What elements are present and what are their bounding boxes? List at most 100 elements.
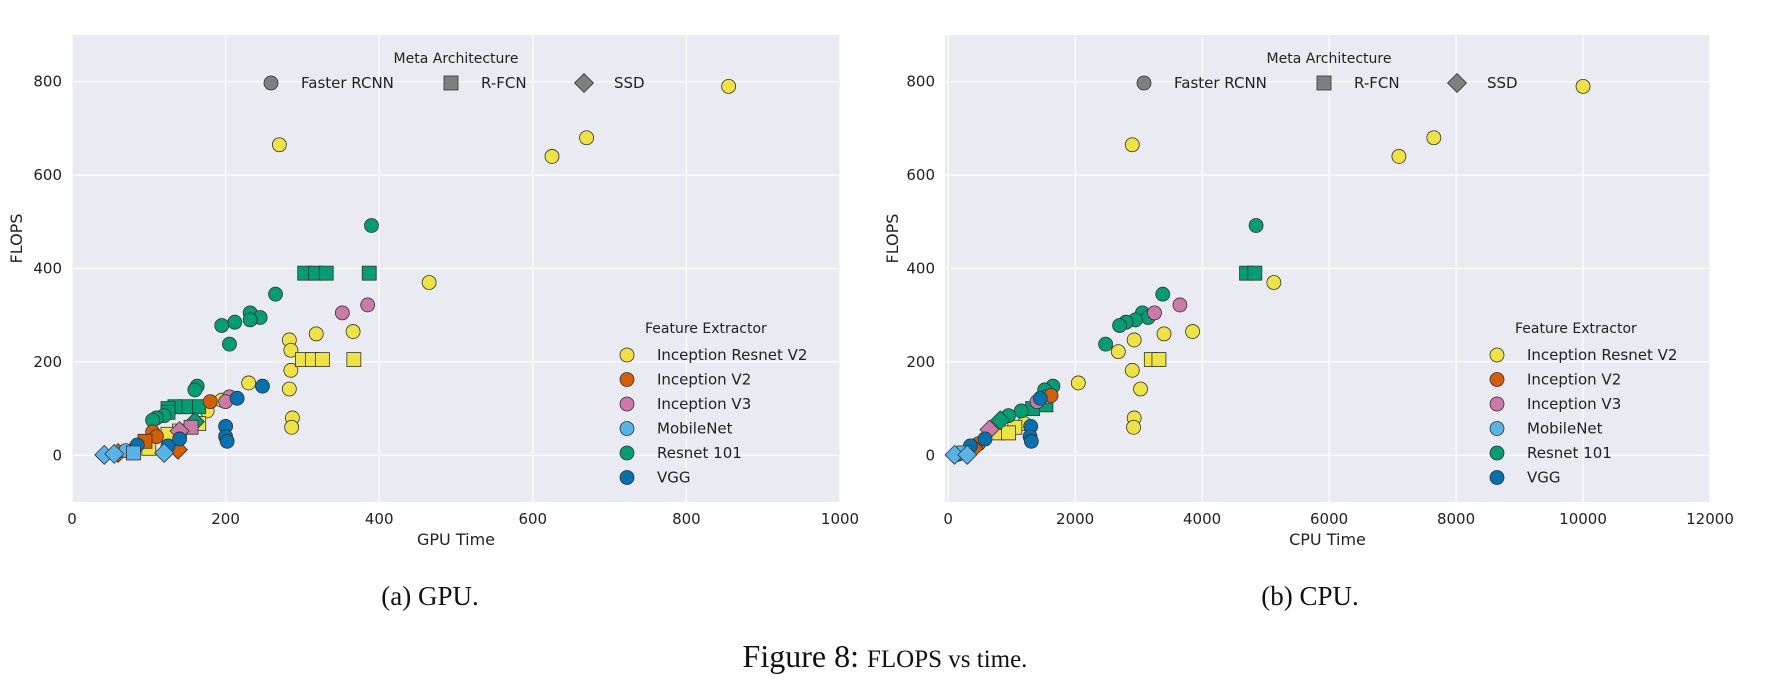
x-tick-label: 10000 bbox=[1559, 510, 1607, 528]
feature-legend-label: Inception Resnet V2 bbox=[657, 346, 807, 364]
x-tick-label: 8000 bbox=[1437, 510, 1475, 528]
x-tick-label: 6000 bbox=[1310, 510, 1348, 528]
x-tick-label: 800 bbox=[672, 510, 701, 528]
data-point bbox=[271, 137, 287, 153]
feature-legend-label: Inception Resnet V2 bbox=[1527, 346, 1677, 364]
subcaption-cpu: (b) CPU. bbox=[1261, 581, 1359, 611]
data-point bbox=[172, 431, 187, 447]
data-point bbox=[283, 362, 299, 378]
x-tick-label: 0 bbox=[943, 510, 953, 528]
data-points bbox=[94, 78, 737, 465]
y-tick-label: 0 bbox=[52, 446, 62, 464]
meta-legend-label: Faster RCNN bbox=[1174, 74, 1267, 92]
data-point bbox=[1126, 332, 1142, 348]
data-point bbox=[1147, 305, 1162, 321]
data-point bbox=[990, 410, 1011, 431]
x-tick-label: 4000 bbox=[1183, 510, 1221, 528]
data-point bbox=[721, 78, 737, 94]
y-tick-label: 0 bbox=[925, 446, 935, 464]
data-point bbox=[360, 297, 376, 313]
feature-legend-label: Inception V3 bbox=[1527, 395, 1621, 413]
meta-legend-marker bbox=[573, 72, 595, 94]
feature-legend-marker bbox=[619, 445, 635, 461]
data-point bbox=[1124, 137, 1140, 153]
data-point bbox=[242, 312, 258, 328]
meta-legend-marker bbox=[1446, 72, 1468, 94]
data-point bbox=[364, 218, 379, 233]
data-point bbox=[126, 445, 141, 461]
data-point bbox=[268, 286, 283, 302]
x-axis-label: GPU Time bbox=[417, 530, 495, 549]
data-point bbox=[318, 265, 334, 281]
y-tick-label: 400 bbox=[906, 260, 935, 278]
data-point bbox=[346, 352, 362, 367]
gpu-panel: 0 200 400 600 800 1000 0 200 400 600 800 GPU Time FL… bbox=[7, 35, 859, 549]
feature-legend-title: Feature Extractor bbox=[1515, 321, 1637, 337]
y-axis-label: FLOPS bbox=[883, 214, 902, 264]
data-point bbox=[361, 265, 377, 281]
feature-legend-label: MobileNet bbox=[657, 420, 733, 438]
data-point bbox=[1126, 419, 1141, 435]
data-point bbox=[1124, 362, 1140, 378]
x-tick-label: 12000 bbox=[1686, 510, 1734, 528]
subcaption-gpu: (a) GPU. bbox=[381, 581, 478, 611]
data-point bbox=[187, 382, 203, 398]
data-point bbox=[544, 149, 560, 164]
figure-caption-label: Figure 8: bbox=[743, 638, 859, 674]
data-point bbox=[1112, 318, 1127, 333]
feature-legend-label: Inception V2 bbox=[1527, 371, 1621, 389]
y-tick-label: 800 bbox=[33, 73, 62, 91]
data-point bbox=[1133, 381, 1148, 397]
data-points bbox=[944, 78, 1591, 465]
data-point bbox=[421, 275, 437, 290]
meta-legend-marker bbox=[1316, 75, 1332, 91]
data-point bbox=[104, 443, 125, 464]
meta-legend-label: SSD bbox=[614, 74, 645, 92]
feature-legend-label: Resnet 101 bbox=[657, 444, 742, 462]
data-point bbox=[1098, 336, 1114, 352]
meta-legend-label: Faster RCNN bbox=[301, 74, 394, 92]
feature-legend-marker bbox=[1489, 372, 1505, 387]
feature-legend-marker bbox=[619, 372, 635, 387]
x-tick-label: 600 bbox=[518, 510, 547, 528]
data-point bbox=[345, 324, 361, 339]
data-point bbox=[222, 336, 237, 352]
meta-legend-label: SSD bbox=[1487, 74, 1518, 92]
data-point bbox=[579, 130, 594, 146]
y-tick-label: 200 bbox=[33, 353, 62, 371]
meta-legend-label: R-FCN bbox=[1354, 74, 1400, 92]
data-point bbox=[1156, 326, 1172, 342]
data-point bbox=[1023, 433, 1039, 449]
feature-extractor-legend: Feature Extractor Inception Resnet V2 Ince… bbox=[619, 321, 807, 487]
data-point bbox=[1172, 297, 1188, 313]
feature-legend-marker bbox=[1489, 396, 1505, 412]
data-point bbox=[227, 314, 243, 330]
data-point bbox=[1575, 78, 1591, 94]
feature-legend-marker bbox=[1489, 470, 1505, 485]
data-point bbox=[1013, 403, 1029, 419]
x-tick-label: 400 bbox=[365, 510, 394, 528]
data-point bbox=[202, 394, 218, 409]
feature-legend-label: Inception V2 bbox=[657, 371, 751, 389]
data-point bbox=[308, 326, 324, 342]
data-point bbox=[214, 318, 230, 333]
figure-caption: Figure 8: FLOPS vs time. bbox=[743, 638, 1028, 674]
data-point bbox=[1155, 286, 1171, 302]
data-point bbox=[314, 352, 330, 367]
meta-legend-marker bbox=[443, 75, 459, 91]
feature-legend-marker bbox=[619, 421, 635, 436]
x-tick-label: 2000 bbox=[1056, 510, 1094, 528]
figure-caption-text: FLOPS vs time. bbox=[867, 646, 1027, 673]
feature-legend-label: VGG bbox=[1527, 469, 1561, 487]
data-point bbox=[284, 419, 300, 435]
x-axis-label: CPU Time bbox=[1289, 530, 1366, 549]
data-point bbox=[1110, 344, 1126, 360]
y-tick-label: 400 bbox=[33, 260, 62, 278]
data-point bbox=[219, 433, 235, 449]
y-axis-label: FLOPS bbox=[7, 214, 26, 264]
feature-legend-label: VGG bbox=[657, 469, 691, 487]
data-point bbox=[1001, 425, 1016, 441]
meta-legend-marker bbox=[1136, 75, 1152, 91]
